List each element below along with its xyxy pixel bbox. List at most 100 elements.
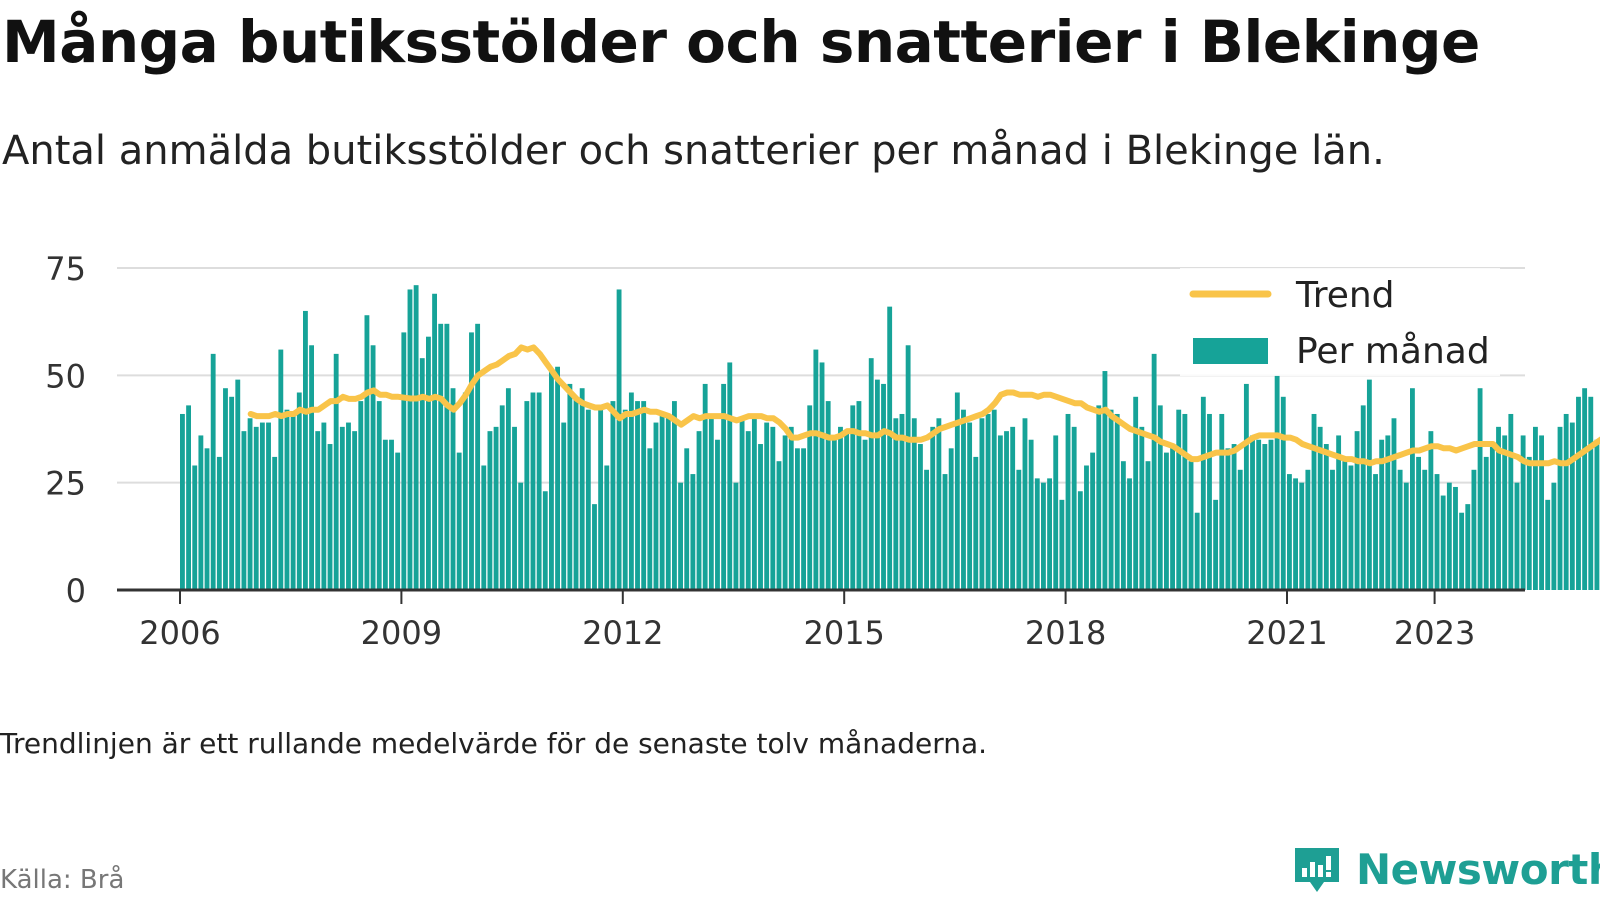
bar bbox=[1422, 469, 1428, 590]
bar bbox=[1366, 379, 1372, 590]
bar bbox=[899, 413, 905, 590]
bar bbox=[419, 358, 425, 590]
bar bbox=[259, 422, 265, 590]
bar bbox=[881, 383, 886, 590]
bar bbox=[395, 452, 401, 590]
bar bbox=[874, 379, 880, 590]
bar bbox=[1360, 405, 1366, 590]
bar bbox=[253, 426, 259, 590]
bar bbox=[610, 401, 616, 590]
x-tick-label: 2012 bbox=[582, 614, 663, 652]
bar bbox=[542, 491, 548, 590]
y-tick-label: 25 bbox=[45, 465, 86, 503]
bar bbox=[825, 401, 831, 590]
bar bbox=[1287, 474, 1292, 590]
bar bbox=[1262, 444, 1268, 590]
bar bbox=[807, 405, 813, 590]
bar bbox=[1293, 478, 1298, 590]
bar bbox=[358, 401, 364, 590]
bar bbox=[1133, 396, 1139, 590]
bar bbox=[936, 418, 942, 590]
bar bbox=[493, 426, 499, 590]
bar bbox=[1311, 413, 1317, 590]
bar bbox=[1434, 474, 1440, 590]
bar bbox=[708, 413, 714, 590]
bar bbox=[518, 482, 524, 590]
bar bbox=[1453, 486, 1458, 590]
bar bbox=[1102, 371, 1108, 590]
y-tick-label: 75 bbox=[45, 250, 86, 288]
bar bbox=[1065, 413, 1071, 590]
bars bbox=[180, 285, 1600, 590]
bar bbox=[499, 405, 505, 590]
x-tick-label: 2006 bbox=[139, 614, 220, 652]
bar bbox=[659, 413, 665, 590]
bar bbox=[1533, 426, 1538, 590]
bar bbox=[1594, 439, 1600, 590]
bar bbox=[997, 435, 1003, 590]
bar bbox=[1299, 482, 1305, 590]
newsworthy-logo-icon bbox=[1295, 847, 1339, 892]
bar bbox=[782, 435, 788, 590]
bar bbox=[684, 448, 690, 590]
bar bbox=[1403, 482, 1409, 590]
bar bbox=[985, 413, 991, 590]
bar bbox=[272, 456, 278, 590]
bar bbox=[1250, 435, 1255, 590]
bar bbox=[672, 401, 677, 590]
bar bbox=[1176, 409, 1182, 590]
bar bbox=[1004, 431, 1009, 590]
bar bbox=[1416, 456, 1421, 590]
bar bbox=[948, 448, 954, 590]
bar bbox=[309, 345, 314, 590]
bar bbox=[376, 401, 382, 590]
bar bbox=[524, 401, 530, 590]
bar bbox=[1576, 396, 1581, 590]
legend-bar-swatch bbox=[1193, 338, 1268, 364]
source-label: Källa: Brå bbox=[0, 865, 125, 895]
bar bbox=[967, 422, 973, 590]
bar bbox=[1084, 465, 1089, 590]
bar bbox=[1391, 418, 1397, 590]
bar bbox=[567, 383, 573, 590]
bar bbox=[721, 383, 727, 590]
bar bbox=[838, 426, 843, 590]
bar bbox=[1514, 482, 1520, 590]
bar bbox=[364, 315, 370, 590]
bar bbox=[1114, 413, 1120, 590]
bar bbox=[1489, 444, 1495, 590]
bar bbox=[1207, 413, 1212, 590]
bar bbox=[1139, 426, 1145, 590]
bar bbox=[844, 431, 850, 590]
bar bbox=[530, 392, 536, 590]
bar bbox=[401, 332, 407, 590]
y-tick-label: 0 bbox=[66, 572, 86, 610]
bar bbox=[180, 413, 185, 590]
bar bbox=[1520, 435, 1526, 590]
bar bbox=[1213, 499, 1219, 590]
bar bbox=[911, 418, 917, 590]
bar bbox=[1502, 435, 1508, 590]
bar bbox=[1280, 396, 1286, 590]
legend: Trend Per månad bbox=[1180, 268, 1500, 376]
y-tick-label: 50 bbox=[45, 357, 86, 395]
bar bbox=[192, 465, 198, 590]
bar bbox=[303, 310, 308, 590]
bar bbox=[813, 349, 819, 590]
x-tick-label: 2023 bbox=[1394, 614, 1475, 652]
bar bbox=[1317, 426, 1323, 590]
bar bbox=[1059, 499, 1065, 590]
chart-subtitle: Antal anmälda butiksstölder och snatteri… bbox=[2, 128, 1385, 174]
bar bbox=[462, 392, 468, 590]
bar bbox=[745, 431, 751, 590]
bar bbox=[512, 426, 517, 590]
bar bbox=[961, 409, 966, 590]
bar bbox=[1496, 426, 1501, 590]
bar bbox=[604, 465, 610, 590]
chart-title: Många butiksstölder och snatterier i Ble… bbox=[2, 8, 1480, 76]
bar bbox=[598, 405, 604, 590]
bar bbox=[1342, 461, 1348, 590]
bar bbox=[579, 388, 585, 590]
legend-bar-label: Per månad bbox=[1296, 331, 1490, 372]
bar bbox=[327, 444, 333, 590]
